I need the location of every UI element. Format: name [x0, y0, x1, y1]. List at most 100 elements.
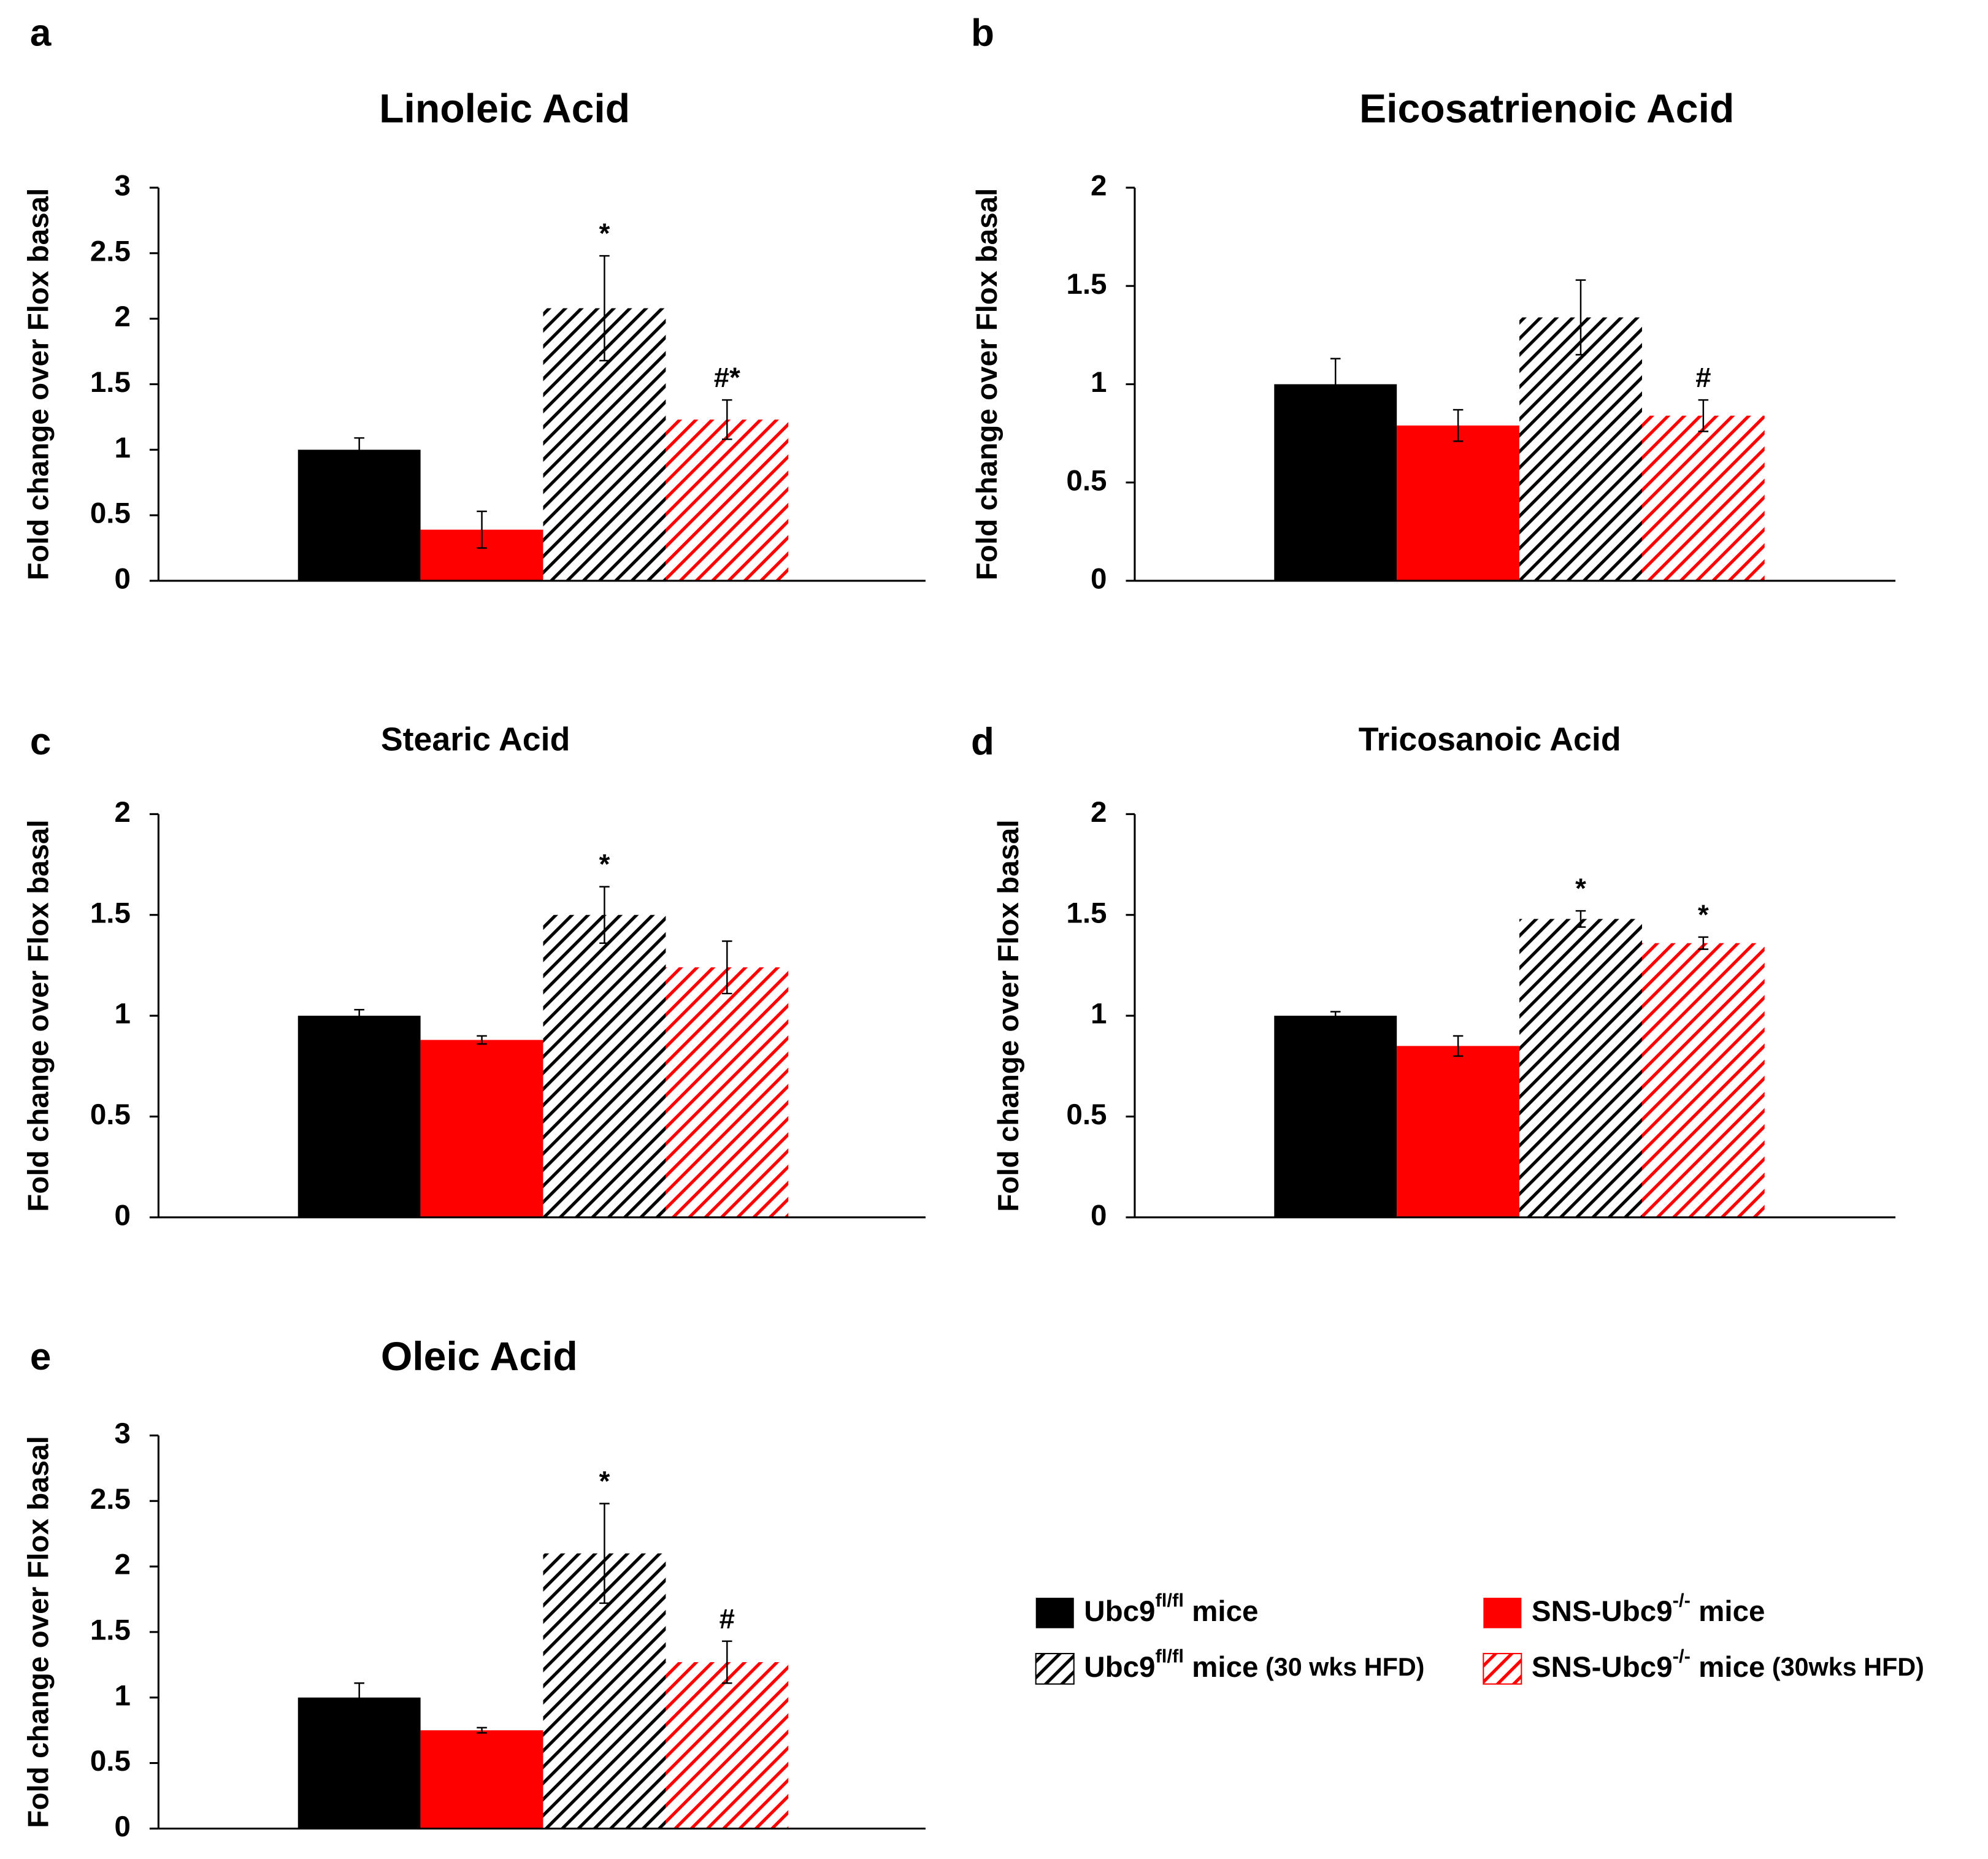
- y-tick-label: 2.5: [90, 235, 131, 267]
- y-tick-label: 2: [114, 301, 130, 333]
- error-bar: [1330, 358, 1341, 411]
- error-bar: [599, 1503, 610, 1604]
- y-tick-label: 0: [114, 562, 130, 595]
- bar: [666, 1662, 789, 1829]
- legend-label: Ubc9fl/fl mice: [1084, 1589, 1258, 1627]
- legend-text: SNS-Ubc9: [1532, 1595, 1673, 1627]
- panel-label: c: [30, 721, 51, 763]
- legend-text: Ubc9: [1084, 1650, 1155, 1683]
- bar: [297, 450, 421, 581]
- error-bar: [599, 886, 610, 944]
- y-axis-label: Fold change over Flox basal: [23, 188, 55, 580]
- error-bar: [1575, 910, 1586, 928]
- error-bar: [1698, 936, 1709, 950]
- legend-swatch: [1483, 1653, 1522, 1685]
- panel-label: e: [30, 1336, 51, 1378]
- legend-note: (30wks HFD): [1765, 1653, 1924, 1681]
- y-tick-label: 1.5: [90, 897, 131, 929]
- error-bar: [722, 1640, 732, 1684]
- y-tick-label: 1: [114, 432, 130, 464]
- y-tick-label: 0.5: [90, 1098, 131, 1131]
- legend-label: SNS-Ubc9-/- mice: [1532, 1589, 1765, 1627]
- y-tick-label: 3: [114, 1417, 130, 1450]
- bar: [666, 967, 789, 1217]
- legend-label: SNS-Ubc9-/- mice (30wks HFD): [1532, 1645, 1924, 1683]
- bar: [1397, 1046, 1520, 1217]
- significance-label: *: [1575, 873, 1586, 904]
- y-tick-label: 1: [114, 998, 130, 1030]
- bar: [1397, 425, 1520, 581]
- bar: [1274, 1016, 1397, 1217]
- error-bar: [1453, 1035, 1464, 1057]
- bar: [1519, 317, 1642, 581]
- legend-swatch: [1035, 1653, 1075, 1685]
- error-bar: [354, 1682, 364, 1713]
- error-bar: [1330, 1011, 1341, 1021]
- y-tick-label: 2: [1091, 796, 1107, 829]
- legend-sup: -/-: [1673, 1589, 1691, 1611]
- legend-text: Ubc9: [1084, 1595, 1155, 1627]
- error-bar: [722, 399, 732, 440]
- legend-note: (30 wks HFD): [1258, 1653, 1424, 1681]
- legend-sup: fl/fl: [1155, 1589, 1183, 1611]
- legend-text: mice: [1184, 1595, 1259, 1627]
- significance-label: #: [720, 1603, 735, 1635]
- y-tick-label: 1: [1091, 998, 1107, 1030]
- y-tick-label: 1.5: [1066, 897, 1107, 929]
- error-bar: [1698, 399, 1709, 432]
- error-bar: [1453, 408, 1464, 442]
- legend-text: mice: [1691, 1595, 1765, 1627]
- y-tick-label: 1: [114, 1679, 130, 1712]
- bar: [1519, 919, 1642, 1217]
- panel-label: d: [971, 721, 994, 763]
- bar: [297, 1016, 421, 1217]
- bar: [543, 914, 666, 1217]
- y-tick-label: 2.5: [90, 1483, 131, 1516]
- y-tick-label: 1.5: [90, 366, 131, 399]
- bar: [420, 1730, 543, 1829]
- error-bar: [354, 437, 364, 462]
- chart-title: Linoleic Acid: [379, 86, 630, 131]
- error-bar: [477, 510, 487, 549]
- error-bar: [477, 1035, 487, 1045]
- panel-label: a: [30, 12, 52, 54]
- legend-label: Ubc9fl/fl mice (30 wks HFD): [1084, 1645, 1424, 1683]
- y-tick-label: 0: [1091, 1199, 1107, 1232]
- y-tick-label: 0.5: [90, 1745, 131, 1777]
- bar: [1274, 384, 1397, 581]
- error-bar: [722, 940, 732, 995]
- y-axis-label: Fold change over Flox basal: [971, 188, 1004, 580]
- panel-label: b: [971, 12, 994, 54]
- significance-label: *: [599, 849, 610, 880]
- y-tick-label: 0: [1091, 562, 1107, 595]
- chart-title: Oleic Acid: [381, 1334, 578, 1379]
- legend-swatch: [1483, 1598, 1522, 1628]
- bar: [420, 1040, 543, 1217]
- y-tick-label: 1.5: [90, 1614, 131, 1646]
- bar: [1641, 415, 1765, 581]
- significance-label: #*: [714, 362, 740, 393]
- legend-text: mice: [1691, 1650, 1765, 1683]
- legend-sup: -/-: [1673, 1645, 1691, 1666]
- y-tick-label: 3: [114, 170, 130, 202]
- legend-text: mice: [1184, 1650, 1259, 1683]
- y-tick-label: 1.5: [1066, 268, 1107, 301]
- significance-label: *: [599, 1465, 610, 1497]
- bar: [1641, 943, 1765, 1217]
- chart-title: Eicosatrienoic Acid: [1359, 86, 1734, 131]
- y-tick-label: 0: [114, 1199, 130, 1232]
- chart-title: Stearic Acid: [381, 721, 570, 758]
- legend-text: SNS-Ubc9: [1532, 1650, 1673, 1683]
- y-tick-label: 2: [1091, 170, 1107, 202]
- y-tick-label: 0.5: [90, 497, 131, 530]
- error-bar: [477, 1727, 487, 1734]
- error-bar: [354, 1008, 364, 1023]
- error-bar: [599, 255, 610, 362]
- legend-swatch: [1035, 1598, 1074, 1628]
- y-tick-label: 2: [114, 796, 130, 829]
- y-axis-label: Fold change over Flox basal: [23, 1436, 55, 1828]
- y-tick-label: 2: [114, 1549, 130, 1581]
- error-bar: [1575, 279, 1586, 356]
